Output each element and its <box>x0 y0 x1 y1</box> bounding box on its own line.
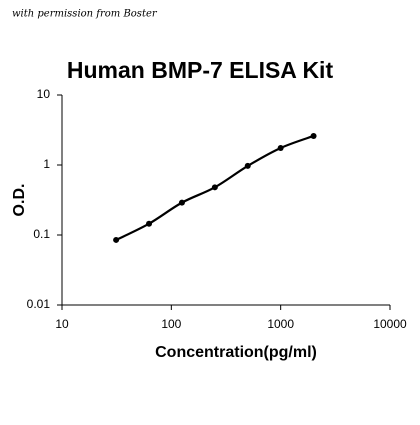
data-point <box>277 144 284 151</box>
annotation: with permission from Boster <box>12 9 158 20</box>
y-tick-label: 10 <box>37 87 51 101</box>
chart-title: Human BMP-7 ELISA Kit <box>67 57 334 83</box>
y-axis-label: O.D. <box>11 184 28 217</box>
x-tick-label: 10 <box>55 317 69 331</box>
x-tick-label: 100 <box>161 317 181 331</box>
x-tick-label: 1000 <box>267 317 294 331</box>
y-tick-label: 1 <box>43 157 50 171</box>
data-point <box>178 199 185 206</box>
data-point <box>310 132 317 139</box>
x-axis-label: Concentration(pg/ml) <box>155 344 317 361</box>
data-point <box>113 236 120 243</box>
y-tick-label: 0.1 <box>33 227 50 241</box>
y-tick-label: 0.01 <box>27 297 51 311</box>
data-point <box>211 184 218 191</box>
data-point <box>244 162 251 169</box>
data-point <box>146 220 153 227</box>
x-tick-label: 10000 <box>373 317 407 331</box>
